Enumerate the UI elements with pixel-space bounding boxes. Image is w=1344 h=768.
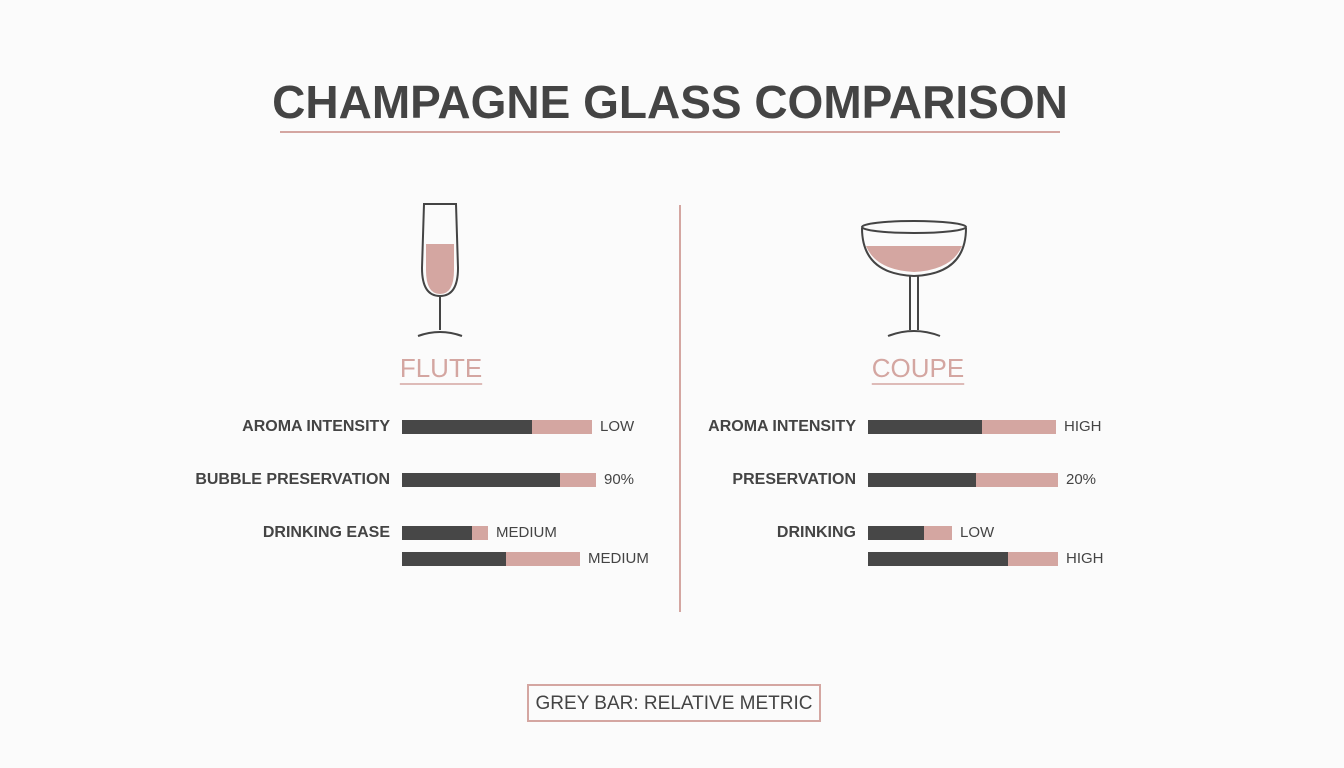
metric-label: AROMA INTENSITY [708,418,856,435]
grey-bar [402,552,506,566]
legend-text: GREY BAR: RELATIVE METRIC [536,693,813,714]
pink-bar [532,420,592,434]
pink-bar [506,552,580,566]
grey-bar [402,526,472,540]
value-label: HIGH [1066,550,1104,567]
panel-title: COUPE [872,353,964,383]
metric-label: DRINKING [777,524,856,541]
pink-bar [976,473,1058,487]
pink-bar [982,420,1056,434]
legend-box [527,684,821,722]
metric-label: DRINKING EASE [263,524,390,541]
value-label: HIGH [1064,418,1102,435]
value-label: 90% [604,471,634,488]
value-label: LOW [600,418,635,435]
grey-bar [868,420,982,434]
value-label: 20% [1066,471,1096,488]
grey-bar [868,526,924,540]
pink-bar [1008,552,1058,566]
value-label: LOW [960,524,995,541]
title: CHAMPAGNE GLASS COMPARISON [272,76,1068,128]
metric-label: AROMA INTENSITY [242,418,390,435]
flute-icon [417,203,463,337]
value-label: MEDIUM [496,524,557,541]
grey-bar [402,420,532,434]
grey-bar [868,473,976,487]
value-label: MEDIUM [588,550,649,567]
metric-label: BUBBLE PRESERVATION [195,471,390,488]
grey-bar [402,473,560,487]
grey-bar [868,552,1008,566]
metric-label: PRESERVATION [732,471,856,488]
pink-bar [924,526,952,540]
pink-bar [472,526,488,540]
coupe-icon [861,220,967,337]
panel-title: FLUTE [400,353,482,383]
pink-bar [560,473,596,487]
